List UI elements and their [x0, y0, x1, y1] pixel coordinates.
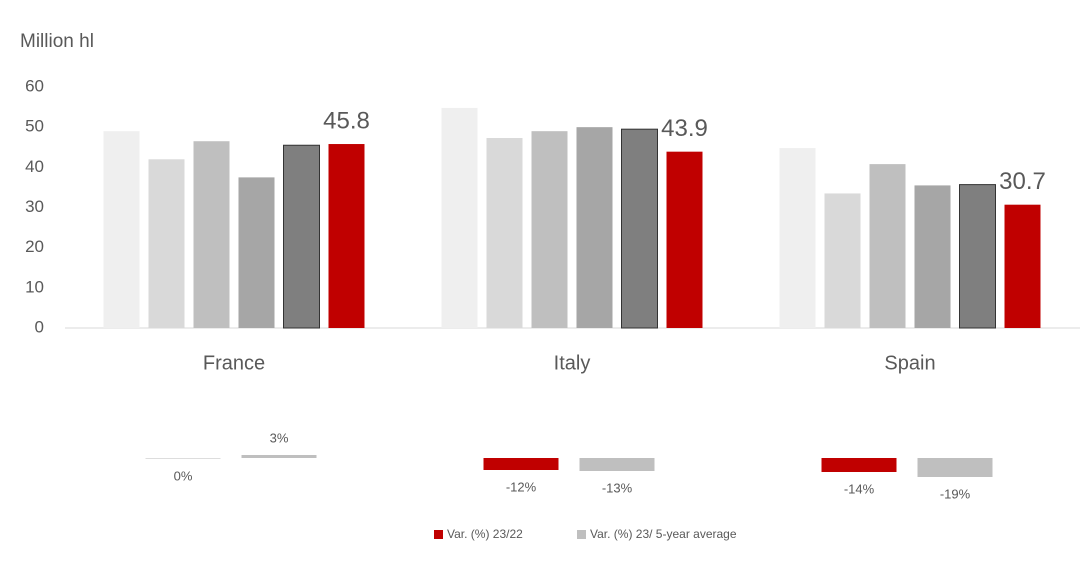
bar	[283, 144, 320, 329]
variation-bar	[917, 458, 993, 477]
bar	[531, 131, 568, 328]
data-label: -19%	[940, 486, 971, 501]
bar	[914, 185, 951, 328]
bar	[238, 177, 275, 328]
bar	[486, 138, 523, 328]
bar	[824, 193, 861, 328]
variation-bar	[483, 458, 559, 470]
y-tick-label: 30	[25, 197, 44, 216]
legend-swatch	[577, 530, 586, 539]
bar	[148, 159, 185, 328]
data-label: 45.8	[323, 107, 370, 134]
legend-label: Var. (%) 23/22	[447, 527, 523, 541]
variation-bar	[241, 455, 317, 458]
bar	[103, 131, 140, 328]
x-tick-label: Italy	[554, 352, 591, 374]
bar	[869, 164, 906, 328]
y-axis-label: Million hl	[20, 31, 94, 52]
data-label: 0%	[174, 468, 193, 483]
bar	[621, 128, 658, 329]
bar	[576, 127, 613, 329]
bar	[779, 148, 816, 328]
bar	[328, 144, 365, 328]
y-tick-label: 10	[25, 277, 44, 296]
data-label: 30.7	[999, 168, 1046, 195]
x-tick-label: France	[203, 352, 265, 374]
variation-bar	[579, 458, 655, 471]
bar	[193, 141, 230, 328]
y-tick-label: 0	[35, 317, 44, 336]
legend-label: Var. (%) 23/ 5-year average	[590, 527, 737, 541]
y-tick-label: 40	[25, 157, 44, 176]
legend-swatch	[434, 530, 443, 539]
data-label: -13%	[602, 480, 633, 495]
y-tick-label: 60	[25, 76, 44, 95]
data-label: -14%	[844, 481, 875, 496]
data-label: -12%	[506, 479, 537, 494]
variation-bar	[821, 458, 897, 472]
bar	[1004, 204, 1041, 328]
bar	[959, 184, 996, 329]
x-tick-label: Spain	[884, 352, 935, 374]
bar	[441, 107, 478, 329]
y-tick-label: 20	[25, 237, 44, 256]
y-tick-label: 50	[25, 117, 44, 136]
variation-bar	[145, 458, 221, 459]
data-label: 3%	[270, 430, 289, 445]
data-label: 43.9	[661, 115, 708, 142]
bar	[666, 151, 703, 328]
